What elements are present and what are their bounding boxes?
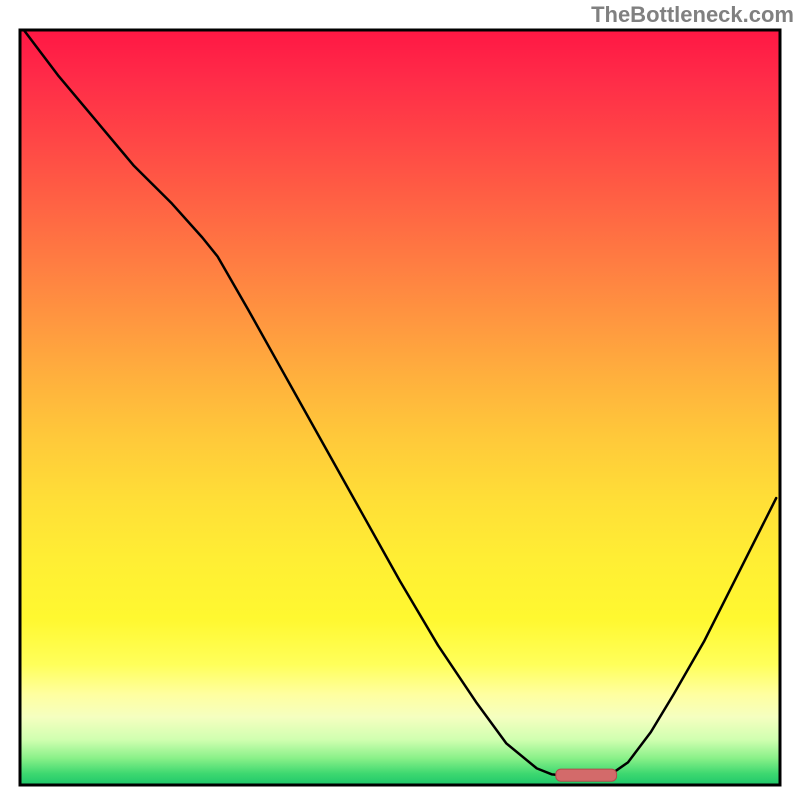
bottleneck-chart — [0, 0, 800, 800]
chart-container: { "watermark": "TheBottleneck.com", "cha… — [0, 0, 800, 800]
plot-background — [20, 30, 780, 785]
optimal-range-marker — [556, 769, 617, 781]
